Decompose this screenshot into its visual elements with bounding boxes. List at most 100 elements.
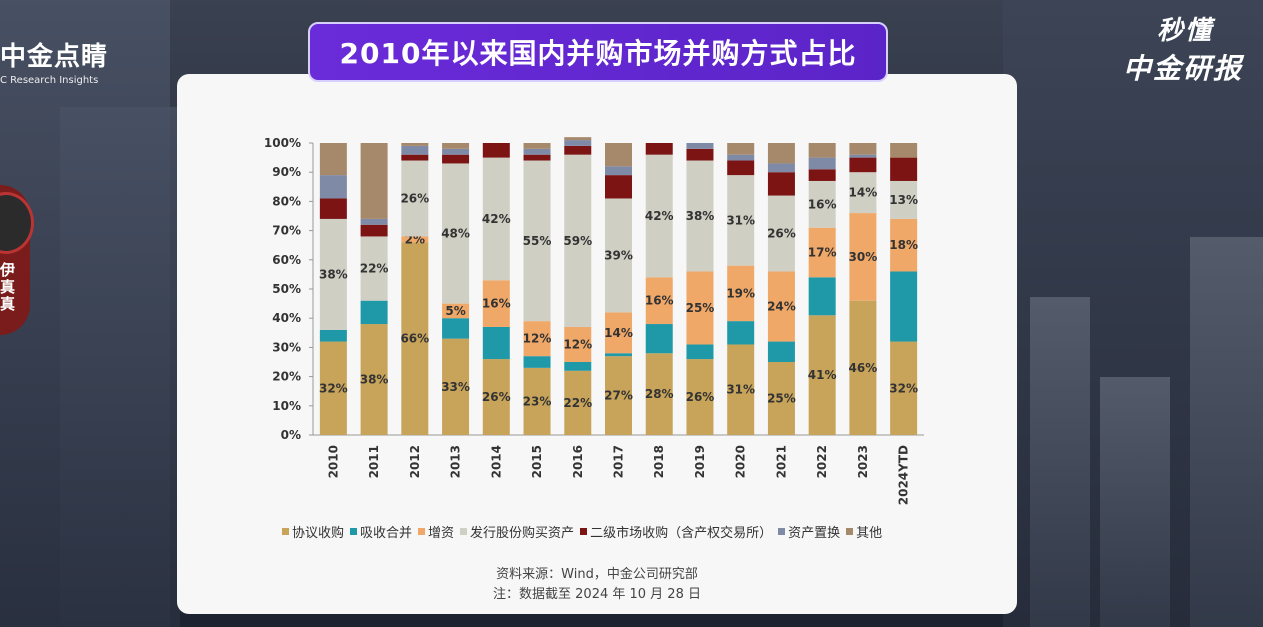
bar-segment	[564, 154, 592, 327]
bar-segment	[605, 143, 632, 167]
data-label: 66%	[400, 332, 429, 346]
data-label: 16%	[482, 297, 511, 311]
bar-segment	[523, 160, 551, 322]
bar-segment	[401, 236, 429, 243]
data-label: 55%	[523, 234, 552, 248]
data-label: 26%	[400, 191, 429, 205]
y-tick-label: 30%	[272, 340, 301, 354]
x-tick-label: 2013	[449, 445, 463, 478]
data-label: 13%	[889, 193, 918, 207]
bar-segment	[645, 143, 673, 155]
bar-segment	[767, 271, 795, 342]
data-label: 32%	[319, 381, 348, 395]
data-label: 41%	[808, 368, 837, 382]
bar-segment	[319, 198, 347, 219]
data-label: 16%	[645, 294, 674, 308]
bar-segment	[890, 218, 918, 272]
bar-segment	[401, 160, 429, 237]
source-note: 资料来源：Wind，中金公司研究部 注：数据截至 2024 年 10 月 28 …	[177, 565, 1017, 605]
legend-label: 发行股份购买资产	[470, 526, 575, 541]
bar-segment	[767, 143, 795, 164]
data-label: 42%	[645, 209, 674, 223]
bar-segment	[767, 172, 795, 196]
data-label: 18%	[889, 238, 918, 252]
data-label: 30%	[849, 250, 878, 264]
y-tick-label: 20%	[272, 370, 301, 384]
cicc-insights-logo: 中金点睛 C Research Insights	[0, 36, 108, 86]
bar-segment	[808, 143, 836, 158]
data-label: 27%	[604, 389, 633, 403]
legend-item: 协议收购	[282, 522, 344, 541]
background-building	[1100, 377, 1170, 627]
bar-segment	[727, 344, 755, 435]
bar-segment	[605, 198, 632, 313]
bar-segment	[523, 356, 551, 368]
bar-segment	[605, 175, 632, 199]
bar-segment	[645, 154, 673, 278]
x-tick-label: 2015	[530, 445, 544, 478]
x-tick-label: 2011	[367, 445, 381, 478]
bar-segment	[686, 148, 714, 161]
bar-segment	[523, 367, 551, 435]
data-label: 24%	[767, 300, 796, 314]
data-label: 38%	[360, 373, 389, 387]
bar-segment	[401, 242, 429, 435]
legend-item: 其他	[846, 522, 882, 541]
bar-segment	[442, 318, 470, 339]
legend-item: 吸收合并	[350, 522, 412, 541]
bar-segment	[523, 143, 551, 149]
data-label: 25%	[767, 392, 796, 406]
bar-segment	[564, 326, 592, 362]
bar-segment	[645, 277, 673, 325]
bar-segment	[360, 324, 388, 435]
bar-segment	[605, 356, 632, 435]
bar-segment	[564, 362, 592, 371]
background-building	[1030, 297, 1090, 627]
bar-segment	[523, 154, 551, 161]
data-label: 32%	[889, 381, 918, 395]
data-label: 5%	[445, 304, 465, 318]
bar-segment	[564, 140, 592, 146]
bar-segment	[849, 213, 877, 301]
bar-segment	[564, 145, 592, 155]
bar-segment	[523, 148, 551, 155]
x-tick-label: 2017	[612, 445, 626, 478]
legend-item: 资产置换	[778, 522, 840, 541]
data-label: 17%	[808, 246, 837, 260]
data-label: 22%	[360, 262, 389, 276]
y-tick-label: 80%	[272, 194, 301, 208]
data-label: 46%	[849, 361, 878, 375]
data-label: 31%	[726, 383, 755, 397]
data-label: 12%	[523, 332, 552, 346]
data-label: 28%	[645, 387, 674, 401]
bar-segment	[767, 341, 795, 362]
bar-segment	[808, 169, 836, 181]
bar-segment	[360, 224, 388, 237]
bar-segment	[482, 280, 510, 327]
bar-segment	[564, 370, 592, 435]
bar-segment	[360, 236, 388, 301]
bar-segment	[686, 160, 714, 272]
legend-label: 其他	[856, 526, 883, 541]
x-tick-label: 2023	[856, 445, 870, 478]
bar-segment	[727, 175, 755, 266]
data-label: 19%	[726, 286, 755, 300]
bar-segment	[645, 324, 673, 354]
data-label: 14%	[604, 326, 633, 340]
legend-label: 增资	[428, 526, 455, 541]
right-logo-line1: 秒懂	[1156, 16, 1213, 46]
data-label: 26%	[686, 390, 715, 404]
bar-segment	[482, 326, 510, 360]
data-label: 12%	[563, 337, 592, 351]
bar-segment	[686, 143, 714, 149]
miaodong-logo: 秒懂 中金研报	[1123, 10, 1243, 87]
y-tick-label: 0%	[281, 428, 301, 442]
data-label: 59%	[563, 234, 592, 248]
background-building	[60, 107, 180, 627]
data-label: 16%	[808, 197, 837, 211]
bar-segment	[849, 172, 877, 214]
legend-item: 增资	[418, 522, 454, 541]
x-tick-label: 2019	[693, 445, 707, 478]
y-tick-label: 60%	[272, 253, 301, 267]
legend-swatch	[460, 528, 468, 535]
